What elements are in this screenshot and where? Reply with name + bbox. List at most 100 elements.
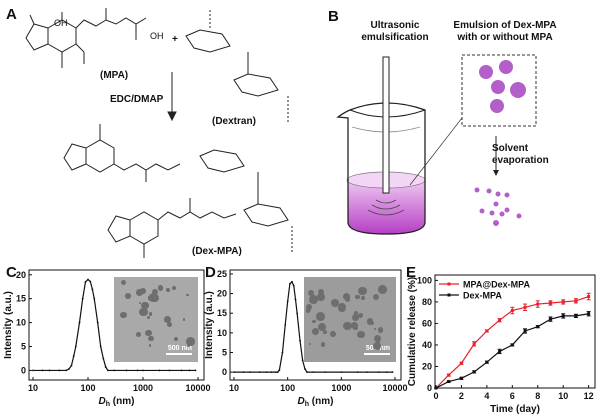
tem-particle	[320, 342, 326, 347]
y-tick-label: 20	[16, 270, 26, 280]
panel-label-c: C	[6, 264, 17, 281]
atom-label-oh: OH	[54, 18, 68, 28]
data-point	[32, 369, 34, 372]
data-point	[296, 312, 299, 315]
data-point	[459, 376, 463, 380]
arrow-icon	[493, 170, 499, 176]
reaction-scheme	[25, 8, 293, 258]
y-tick-label: 80	[422, 297, 432, 307]
y-tick-label: 0	[21, 365, 26, 375]
y-tick-label: 100	[417, 275, 432, 285]
tem-particle	[187, 344, 190, 348]
data-point	[306, 371, 308, 374]
data-point	[536, 325, 540, 329]
tem-particle	[139, 307, 149, 317]
tem-particle	[353, 311, 358, 316]
data-point	[299, 339, 301, 342]
panel-label-a: A	[6, 6, 17, 23]
data-point	[587, 312, 591, 316]
tem-particle	[366, 318, 374, 325]
data-point	[324, 371, 327, 374]
x-axis-label: Dh (nm)	[99, 396, 135, 408]
data-point	[561, 314, 565, 318]
tem-particle	[135, 288, 143, 296]
data-point	[113, 369, 116, 372]
y-tick-label: 20	[217, 289, 227, 299]
data-point	[72, 355, 75, 357]
tem-particle	[342, 293, 350, 301]
dextran-label: (Dextran)	[212, 116, 256, 127]
y-tick-label: 5	[222, 348, 227, 358]
tem-particle	[171, 286, 176, 290]
tem-particle	[136, 331, 142, 337]
emulsion-zoom-box	[461, 54, 537, 127]
data-point	[447, 373, 451, 377]
tem-particle	[377, 340, 381, 345]
data-point	[84, 281, 87, 283]
tem-inset-c: 500 nm	[114, 277, 198, 362]
emulsion-liquid	[348, 180, 425, 234]
y-tick-label: 0	[427, 383, 432, 393]
tem-particle	[372, 293, 380, 300]
scale-bar-label-c: 500 nm	[167, 345, 192, 352]
panel-label-d: D	[205, 264, 216, 281]
data-point	[270, 371, 273, 374]
tem-particle	[360, 296, 365, 300]
y-tick-label: 40	[422, 340, 432, 350]
dex-mpa-structure	[63, 124, 293, 258]
tem-particle	[331, 299, 339, 307]
y-tick-label: 25	[217, 269, 227, 279]
tem-particle	[352, 313, 360, 321]
tem-particle	[317, 322, 326, 332]
data-point	[356, 371, 359, 374]
scale-bar-c	[166, 353, 192, 355]
x-tick-label: 0	[433, 391, 438, 401]
tem-particle	[173, 337, 178, 341]
data-point	[58, 369, 61, 372]
data-point	[136, 369, 139, 372]
data-point	[168, 369, 171, 372]
data-point	[510, 343, 514, 347]
tem-particle	[337, 303, 347, 313]
data-point	[312, 371, 315, 374]
data-point	[574, 299, 578, 303]
data-point	[106, 369, 109, 372]
x-tick-label: 4	[484, 391, 489, 401]
data-point	[286, 300, 289, 303]
data-point	[102, 357, 105, 360]
tem-particle	[163, 315, 172, 324]
data-point	[391, 371, 394, 374]
nanoparticles	[474, 187, 522, 226]
data-point	[377, 371, 380, 374]
data-point	[498, 349, 502, 353]
series-line	[435, 313, 589, 389]
data-point	[70, 364, 73, 367]
legend-marker	[447, 293, 451, 297]
data-point	[294, 298, 297, 301]
y-axis-label: Intensity (a.u.)	[3, 291, 14, 359]
tem-particle	[323, 330, 328, 335]
x-tick-label: 100	[280, 383, 295, 393]
tem-particle	[309, 343, 312, 346]
tem-particle	[308, 295, 318, 304]
data-point	[291, 280, 293, 283]
tem-particle	[186, 337, 196, 346]
data-point	[366, 371, 368, 374]
y-tick-label: 60	[422, 318, 432, 328]
tem-particle	[148, 343, 152, 347]
data-point	[242, 371, 245, 374]
tem-particle	[374, 334, 382, 342]
data-point	[510, 309, 514, 313]
data-point	[99, 345, 102, 348]
data-point	[472, 342, 476, 346]
data-point	[447, 380, 451, 384]
data-point	[485, 329, 489, 333]
y-tick-label: 0	[222, 367, 227, 377]
panel-label-b: B	[328, 8, 339, 25]
x-tick-label: 10000	[185, 383, 210, 393]
tem-particle	[342, 321, 352, 331]
data-point	[472, 370, 476, 374]
data-point	[459, 361, 463, 365]
dextran-structure	[185, 10, 289, 124]
x-tick-label: 10	[28, 383, 38, 393]
